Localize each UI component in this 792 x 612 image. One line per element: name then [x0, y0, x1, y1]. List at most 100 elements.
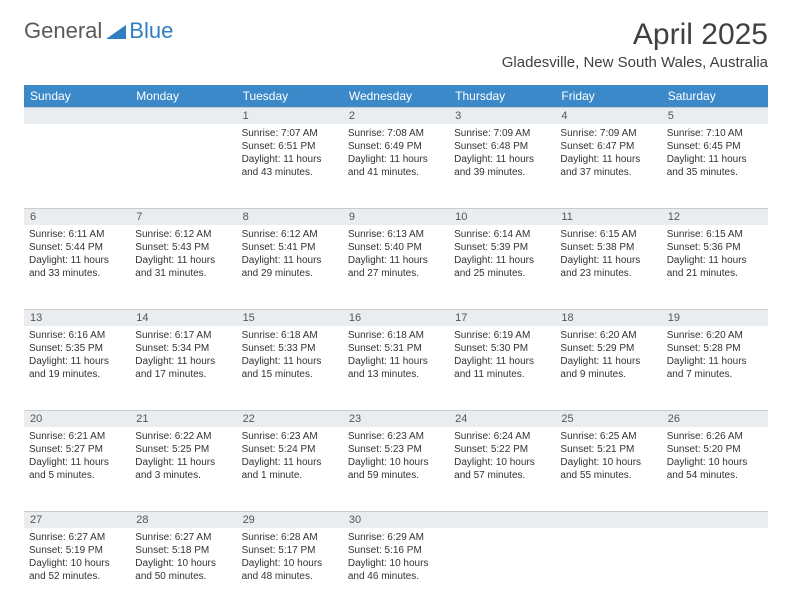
sunset-line: Sunset: 5:23 PM — [348, 443, 443, 456]
daylight-line: Daylight: 11 hours and 9 minutes. — [560, 355, 655, 381]
sunrise-line: Sunrise: 6:13 AM — [348, 228, 443, 241]
daylight-line: Daylight: 11 hours and 31 minutes. — [135, 254, 230, 280]
daylight-line: Daylight: 11 hours and 35 minutes. — [667, 153, 762, 179]
sunrise-line: Sunrise: 6:12 AM — [135, 228, 230, 241]
day-number: 13 — [24, 309, 130, 326]
sunset-line: Sunset: 5:19 PM — [29, 544, 124, 557]
daylight-line: Daylight: 11 hours and 19 minutes. — [29, 355, 124, 381]
sunrise-line: Sunrise: 6:20 AM — [560, 329, 655, 342]
weekday-header: Wednesday — [343, 85, 449, 107]
day-cell: Sunrise: 6:20 AMSunset: 5:28 PMDaylight:… — [662, 326, 768, 410]
day-number: 20 — [24, 410, 130, 427]
daylight-line: Daylight: 11 hours and 33 minutes. — [29, 254, 124, 280]
calendar-body: 12345Sunrise: 7:07 AMSunset: 6:51 PMDayl… — [24, 107, 768, 612]
sunrise-line: Sunrise: 6:29 AM — [348, 531, 443, 544]
day-number: 2 — [343, 107, 449, 124]
day-cell: Sunrise: 7:07 AMSunset: 6:51 PMDaylight:… — [237, 124, 343, 208]
day-cell: Sunrise: 6:23 AMSunset: 5:23 PMDaylight:… — [343, 427, 449, 511]
day-cell: Sunrise: 6:12 AMSunset: 5:41 PMDaylight:… — [237, 225, 343, 309]
day-number: 28 — [130, 511, 236, 528]
weekday-header: Monday — [130, 85, 236, 107]
sunset-line: Sunset: 5:16 PM — [348, 544, 443, 557]
day-number: 30 — [343, 511, 449, 528]
day-number: 25 — [555, 410, 661, 427]
day-number: 18 — [555, 309, 661, 326]
sunrise-line: Sunrise: 7:10 AM — [667, 127, 762, 140]
brand-logo: General Blue — [24, 18, 173, 44]
sunrise-line: Sunrise: 6:24 AM — [454, 430, 549, 443]
sunset-line: Sunset: 5:29 PM — [560, 342, 655, 355]
day-cell: Sunrise: 6:29 AMSunset: 5:16 PMDaylight:… — [343, 528, 449, 612]
day-number — [449, 511, 555, 528]
weekday-header: Tuesday — [237, 85, 343, 107]
daylight-line: Daylight: 11 hours and 5 minutes. — [29, 456, 124, 482]
day-number: 12 — [662, 208, 768, 225]
day-cell: Sunrise: 6:23 AMSunset: 5:24 PMDaylight:… — [237, 427, 343, 511]
sunset-line: Sunset: 5:40 PM — [348, 241, 443, 254]
sunset-line: Sunset: 5:20 PM — [667, 443, 762, 456]
day-number — [555, 511, 661, 528]
weekday-header: Saturday — [662, 85, 768, 107]
weekday-header: Thursday — [449, 85, 555, 107]
day-cell: Sunrise: 6:27 AMSunset: 5:18 PMDaylight:… — [130, 528, 236, 612]
daylight-line: Daylight: 11 hours and 39 minutes. — [454, 153, 549, 179]
sunset-line: Sunset: 6:51 PM — [242, 140, 337, 153]
title-block: April 2025 Gladesville, New South Wales,… — [502, 18, 768, 71]
day-number: 9 — [343, 208, 449, 225]
daylight-line: Daylight: 10 hours and 57 minutes. — [454, 456, 549, 482]
weekday-header: Sunday — [24, 85, 130, 107]
sunset-line: Sunset: 5:18 PM — [135, 544, 230, 557]
daylight-line: Daylight: 11 hours and 29 minutes. — [242, 254, 337, 280]
day-cell: Sunrise: 6:14 AMSunset: 5:39 PMDaylight:… — [449, 225, 555, 309]
sunrise-line: Sunrise: 6:28 AM — [242, 531, 337, 544]
sunrise-line: Sunrise: 7:07 AM — [242, 127, 337, 140]
day-number: 3 — [449, 107, 555, 124]
day-number: 26 — [662, 410, 768, 427]
day-number: 21 — [130, 410, 236, 427]
daylight-line: Daylight: 11 hours and 21 minutes. — [667, 254, 762, 280]
day-cell: Sunrise: 6:13 AMSunset: 5:40 PMDaylight:… — [343, 225, 449, 309]
day-cell — [449, 528, 555, 612]
daylight-line: Daylight: 10 hours and 55 minutes. — [560, 456, 655, 482]
day-number: 10 — [449, 208, 555, 225]
day-number: 27 — [24, 511, 130, 528]
day-cell — [130, 124, 236, 208]
sunset-line: Sunset: 5:22 PM — [454, 443, 549, 456]
sunrise-line: Sunrise: 6:11 AM — [29, 228, 124, 241]
day-cell: Sunrise: 6:25 AMSunset: 5:21 PMDaylight:… — [555, 427, 661, 511]
sunset-line: Sunset: 5:38 PM — [560, 241, 655, 254]
daylight-line: Daylight: 10 hours and 48 minutes. — [242, 557, 337, 583]
daylight-line: Daylight: 10 hours and 50 minutes. — [135, 557, 230, 583]
sunrise-line: Sunrise: 6:26 AM — [667, 430, 762, 443]
day-cell: Sunrise: 7:09 AMSunset: 6:48 PMDaylight:… — [449, 124, 555, 208]
daylight-line: Daylight: 11 hours and 23 minutes. — [560, 254, 655, 280]
sunrise-line: Sunrise: 7:09 AM — [560, 127, 655, 140]
brand-part2: Blue — [129, 18, 173, 44]
sunset-line: Sunset: 5:27 PM — [29, 443, 124, 456]
sunset-line: Sunset: 5:44 PM — [29, 241, 124, 254]
day-number: 16 — [343, 309, 449, 326]
day-number: 6 — [24, 208, 130, 225]
sunset-line: Sunset: 5:17 PM — [242, 544, 337, 557]
daylight-line: Daylight: 11 hours and 27 minutes. — [348, 254, 443, 280]
day-cell — [24, 124, 130, 208]
day-number: 8 — [237, 208, 343, 225]
day-number: 4 — [555, 107, 661, 124]
daylight-line: Daylight: 10 hours and 52 minutes. — [29, 557, 124, 583]
sunset-line: Sunset: 6:47 PM — [560, 140, 655, 153]
day-number: 19 — [662, 309, 768, 326]
sunrise-line: Sunrise: 6:16 AM — [29, 329, 124, 342]
day-cell: Sunrise: 6:27 AMSunset: 5:19 PMDaylight:… — [24, 528, 130, 612]
day-cell: Sunrise: 6:26 AMSunset: 5:20 PMDaylight:… — [662, 427, 768, 511]
daylight-line: Daylight: 10 hours and 59 minutes. — [348, 456, 443, 482]
sunrise-line: Sunrise: 6:12 AM — [242, 228, 337, 241]
day-cell — [555, 528, 661, 612]
sunrise-line: Sunrise: 6:18 AM — [348, 329, 443, 342]
daylight-line: Daylight: 11 hours and 41 minutes. — [348, 153, 443, 179]
daylight-line: Daylight: 11 hours and 7 minutes. — [667, 355, 762, 381]
day-cell: Sunrise: 6:20 AMSunset: 5:29 PMDaylight:… — [555, 326, 661, 410]
day-cell: Sunrise: 6:11 AMSunset: 5:44 PMDaylight:… — [24, 225, 130, 309]
month-title: April 2025 — [502, 18, 768, 52]
day-number: 29 — [237, 511, 343, 528]
brand-part1: General — [24, 18, 102, 44]
